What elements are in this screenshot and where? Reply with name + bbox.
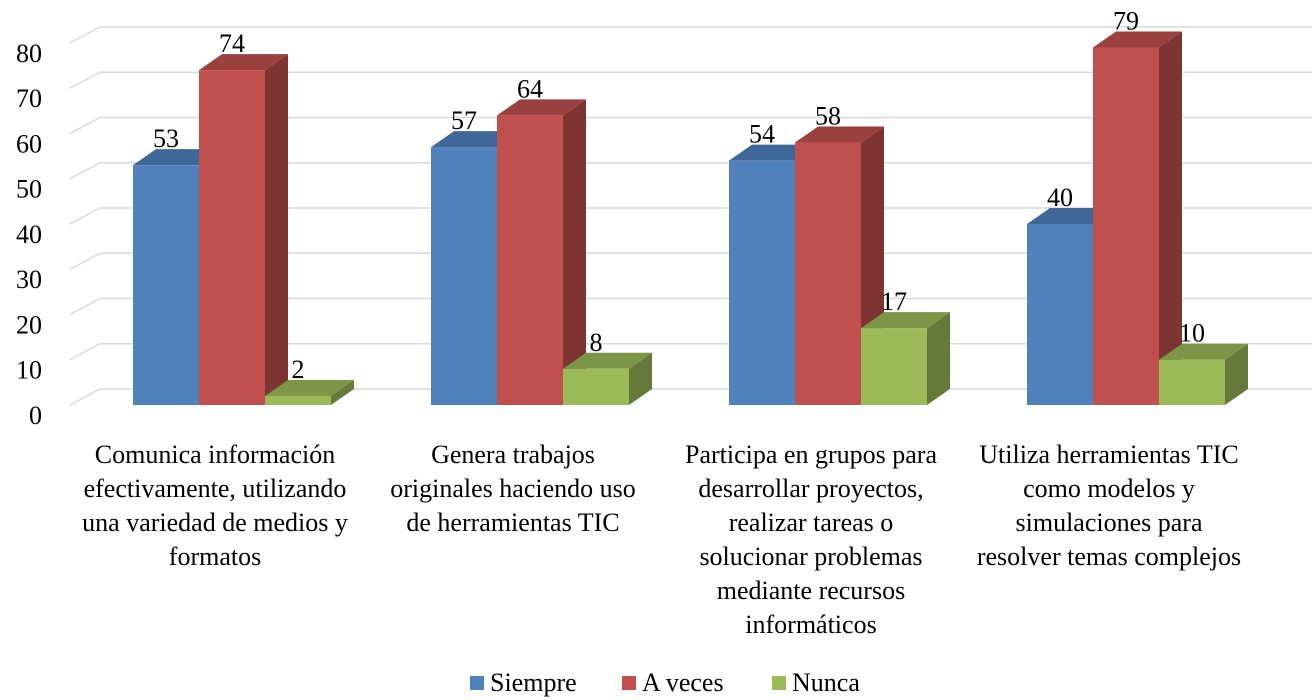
- x-tick-label: Genera trabajos originales haciendo uso …: [390, 440, 636, 537]
- bar-top: [563, 352, 652, 369]
- bar-top: [861, 312, 950, 329]
- bar-top: [199, 54, 288, 71]
- data-label: 79: [1113, 6, 1139, 35]
- y-tick-label: 80: [16, 39, 42, 68]
- bar: [133, 165, 199, 405]
- bar-top: [1159, 343, 1248, 360]
- x-tick-label: Utiliza herramientas TIC como modelos y …: [976, 440, 1242, 571]
- bar-side: [927, 312, 950, 405]
- bar-top: [795, 126, 884, 143]
- bar: [431, 147, 497, 405]
- grid-line: [69, 297, 1312, 316]
- bar: [1093, 47, 1159, 406]
- y-tick-label: 40: [16, 220, 42, 249]
- bar-side: [331, 379, 354, 405]
- bar: [729, 160, 795, 405]
- bar-top: [497, 99, 586, 116]
- legend-swatch: [772, 676, 786, 690]
- bar-side: [1225, 343, 1248, 405]
- bar-side: [563, 99, 586, 406]
- bar-top: [265, 379, 354, 396]
- data-label: 8: [590, 328, 603, 357]
- bar: [265, 395, 331, 405]
- bar: [1159, 359, 1225, 405]
- grid-line: [69, 162, 1312, 180]
- data-label: 2: [292, 355, 305, 384]
- legend-label: A veces: [642, 668, 724, 697]
- bar: [861, 328, 927, 405]
- legend-label: Nunca: [792, 668, 860, 697]
- bar: [795, 142, 861, 406]
- bar: [497, 115, 563, 406]
- y-tick-label: 20: [16, 310, 42, 339]
- x-tick-label: Participa en grupos para desarrollar pro…: [685, 440, 937, 639]
- grid-line: [69, 26, 1312, 44]
- bar-top: [1093, 31, 1182, 48]
- bar: [563, 368, 629, 405]
- bar-side: [1159, 31, 1182, 406]
- y-tick-label: 30: [16, 265, 42, 294]
- data-label: 54: [749, 120, 775, 149]
- grid-line: [69, 116, 1312, 135]
- y-tick-label: 70: [16, 84, 42, 113]
- data-label: 64: [517, 74, 543, 103]
- bar-side: [265, 54, 288, 406]
- grid-line: [69, 252, 1312, 270]
- bar-side: [629, 352, 652, 405]
- y-tick-label: 50: [16, 175, 42, 204]
- legend-swatch: [470, 676, 484, 690]
- legend-label: Siempre: [490, 668, 577, 697]
- y-tick-label: 10: [16, 356, 42, 385]
- data-label: 57: [451, 106, 477, 135]
- data-label: 74: [219, 29, 245, 58]
- x-tick-label: Comunica información efectivamente, util…: [82, 440, 348, 571]
- y-tick-label: 60: [16, 129, 42, 158]
- data-label: 58: [815, 102, 841, 131]
- data-label: 40: [1047, 183, 1073, 212]
- bar: [199, 70, 265, 406]
- data-label: 53: [153, 124, 179, 153]
- data-label: 17: [881, 287, 907, 316]
- data-label: 10: [1179, 319, 1205, 348]
- legend-swatch: [622, 676, 636, 690]
- grid-line: [69, 71, 1312, 89]
- y-tick-label: 0: [29, 401, 42, 430]
- bar: [1027, 224, 1093, 405]
- grid-line: [69, 207, 1312, 225]
